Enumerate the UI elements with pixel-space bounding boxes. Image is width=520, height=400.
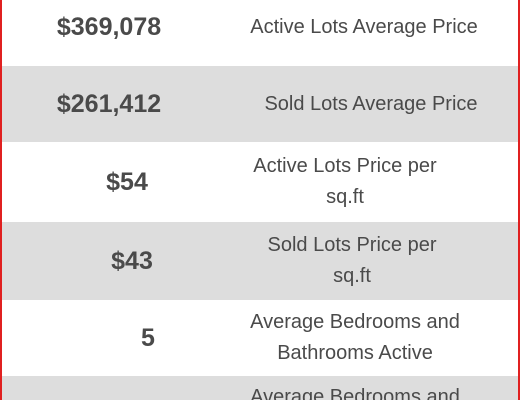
stat-label: Average Bedrooms and	[250, 386, 460, 400]
stat-label: Average Bedrooms and Bathrooms Active	[234, 307, 476, 369]
stat-row-sold-avg-price: $261,412 Sold Lots Average Price	[2, 66, 518, 142]
stat-label-line: Average Bedrooms and	[250, 311, 460, 333]
stat-row-active-price-sqft: $54 Active Lots Price per sq.ft	[2, 142, 518, 222]
stat-row-avg-bed-bath-active: 5 Average Bedrooms and Bathrooms Active	[2, 300, 518, 376]
stat-value: $369,078	[56, 12, 162, 41]
stat-value: $261,412	[56, 89, 162, 118]
stat-label: Active Lots Average Price	[250, 15, 478, 38]
price-stats-block: $369,078 Active Lots Average Price $261,…	[0, 0, 520, 302]
stat-row-avg-bed-bath-sold: Average Bedrooms and	[2, 376, 518, 400]
stat-value: 5	[141, 323, 155, 352]
stat-label-line: Bathrooms Active	[277, 342, 433, 364]
stat-row-sold-price-sqft: $43 Sold Lots Price per sq.ft	[2, 222, 518, 300]
stat-label: Sold Lots Average Price	[264, 92, 478, 115]
stat-value: $54	[106, 167, 148, 196]
stat-label: Active Lots Price per sq.ft	[253, 155, 437, 208]
stat-value: $43	[111, 246, 153, 275]
stat-row-active-avg-price: $369,078 Active Lots Average Price	[2, 0, 518, 62]
bed-bath-stats-block: 5 Average Bedrooms and Bathrooms Active …	[0, 300, 520, 400]
stat-label: Sold Lots Price per sq.ft	[267, 234, 437, 287]
